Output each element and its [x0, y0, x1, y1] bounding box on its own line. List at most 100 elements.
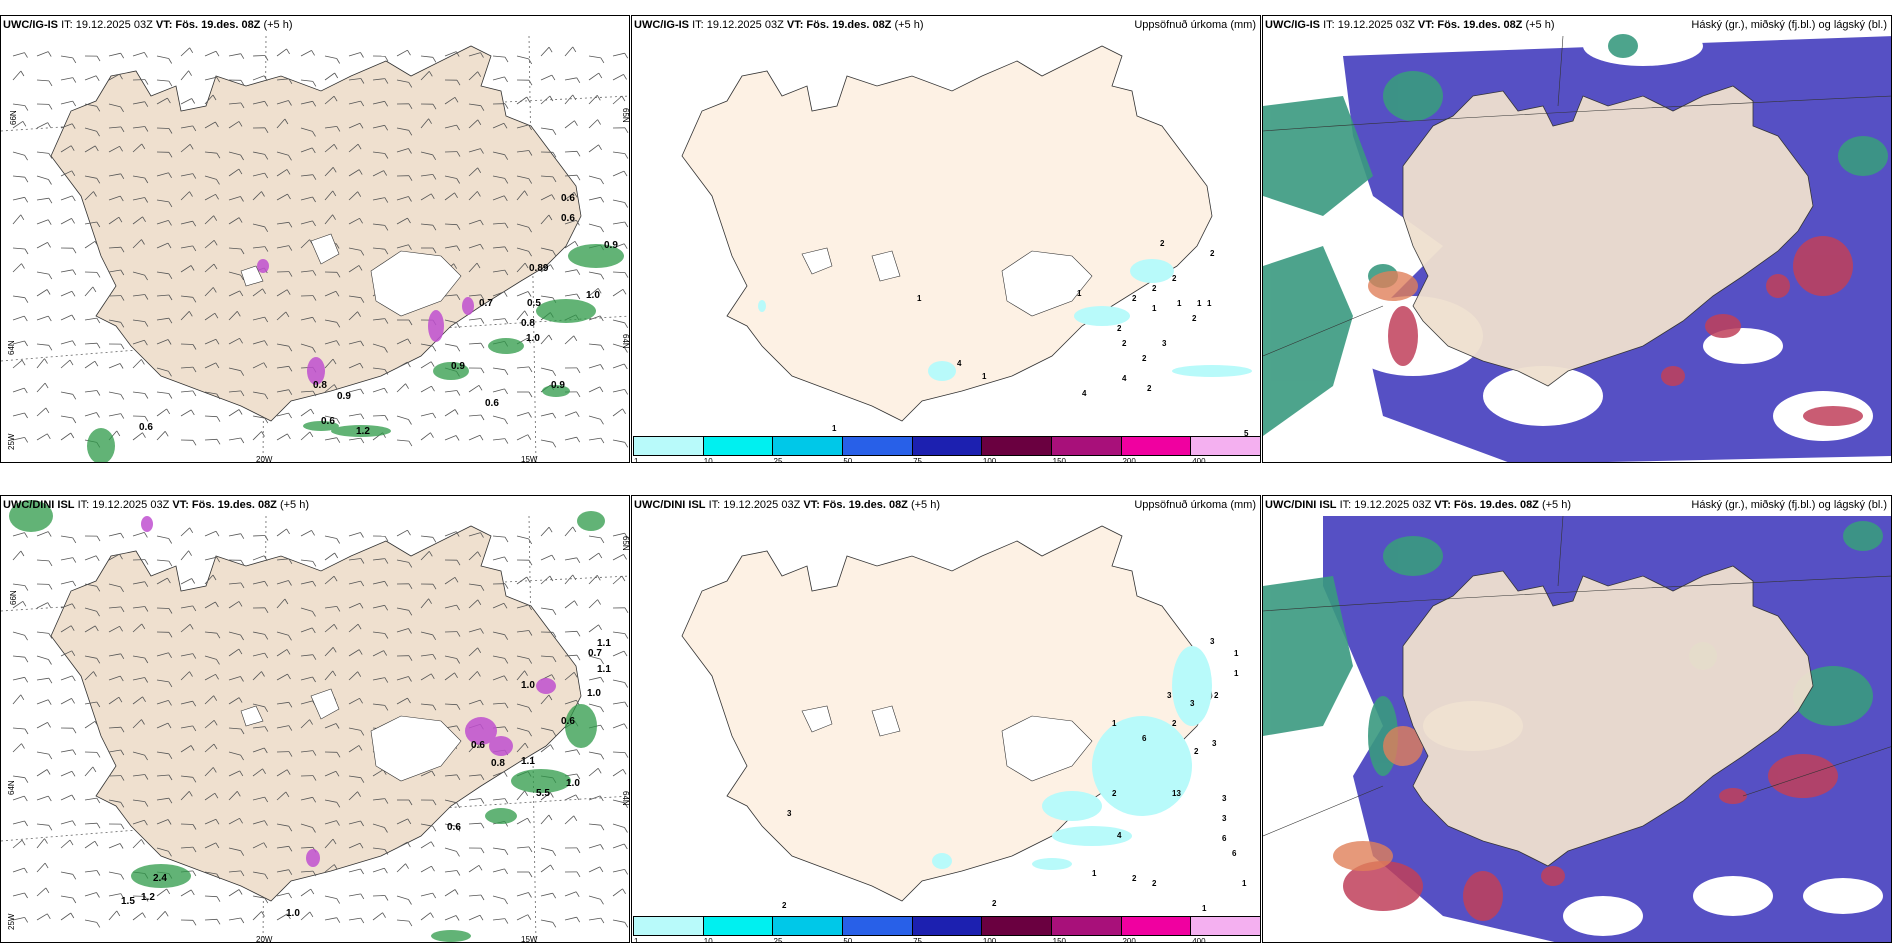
wind-barb — [588, 552, 600, 561]
wind-barb — [396, 818, 408, 825]
wind-barb-flag — [72, 417, 77, 424]
wind-barb — [396, 895, 409, 900]
wind-barb-flag — [623, 170, 628, 177]
wind-barb-flag — [285, 311, 290, 318]
wind-barbs — [12, 526, 629, 928]
wind-barb — [492, 269, 505, 273]
wind-barb — [564, 436, 577, 441]
wind-barb — [348, 388, 361, 393]
wind-barb — [36, 838, 45, 849]
wind-barb-flag — [288, 222, 293, 228]
wind-barb-flag — [504, 388, 508, 395]
wind-barb-flag — [264, 652, 269, 659]
wind-barb — [348, 100, 361, 105]
wind-barb-flag — [456, 224, 461, 230]
wind-barb — [516, 262, 526, 273]
svg-text:25W: 25W — [7, 433, 16, 450]
wind-barb-flag — [312, 561, 317, 567]
wind-barb — [228, 727, 242, 730]
wind-barb-flag — [358, 745, 363, 751]
wind-label: 0.6 — [561, 213, 575, 224]
wind-barb — [36, 862, 46, 873]
wind-barb — [204, 121, 216, 129]
wind-barb-flag — [360, 777, 365, 783]
wind-barb — [348, 602, 361, 609]
wind-barb-flag — [120, 802, 125, 808]
wind-barb — [132, 319, 145, 322]
wind-barb-flag — [504, 318, 509, 324]
wind-barb-flag — [168, 393, 173, 399]
wind-barb-flag — [455, 435, 460, 441]
wind-barb-flag — [264, 154, 269, 160]
wind-barb — [444, 319, 457, 324]
wind-barb-flag — [144, 177, 149, 184]
wind-barb — [252, 362, 264, 369]
wind-barb-flag — [334, 72, 339, 79]
wind-barb-flag — [191, 578, 196, 584]
wind-barb-flag — [600, 824, 605, 831]
wind-barb — [348, 247, 361, 251]
wind-barb — [180, 846, 194, 849]
wind-barb — [588, 415, 601, 420]
wind-barb-flag — [360, 413, 365, 420]
wind-barb-flag — [524, 790, 529, 797]
wind-barb-flag — [263, 747, 268, 754]
wind-barb-flag — [624, 607, 629, 614]
svg-text:4: 4 — [1082, 389, 1087, 398]
wind-barb-flag — [312, 81, 317, 87]
wind-barb-flag — [432, 154, 437, 161]
wind-barb-flag — [598, 144, 602, 151]
wind-barb-flag — [624, 153, 629, 159]
wind-barb — [492, 122, 505, 129]
wind-barb-flag — [455, 531, 460, 537]
wind-barb — [228, 151, 241, 156]
wind-barb-flag — [71, 123, 76, 129]
wind-barb — [84, 583, 97, 587]
svg-text:6: 6 — [1142, 734, 1147, 743]
wind-barb-flag — [189, 47, 194, 54]
wind-barb — [60, 269, 73, 273]
wind-barb — [516, 291, 529, 297]
wind-barb-flag — [548, 814, 553, 821]
wind-barb — [468, 191, 478, 201]
wind-barb — [324, 384, 335, 393]
wind-barb — [612, 363, 625, 369]
wind-barb — [60, 123, 73, 129]
wind-barb — [252, 316, 265, 321]
precip-colorbar — [633, 436, 1260, 456]
svg-text:1.0: 1.0 — [587, 688, 601, 699]
wind-barb — [108, 675, 121, 681]
wind-barb-flag — [311, 147, 316, 154]
wind-barb — [612, 650, 625, 657]
wind-barb-flag — [48, 677, 53, 684]
svg-text:13: 13 — [1172, 789, 1181, 798]
wind-barb-flag — [311, 627, 316, 634]
wind-barb — [492, 702, 506, 705]
wind-barb-flag — [264, 316, 269, 323]
wind-barb-flag — [92, 286, 97, 293]
wind-barb — [564, 219, 577, 225]
wind-barb-flag — [597, 288, 602, 294]
wind-barb — [324, 770, 337, 777]
wind-barb-flag — [120, 295, 125, 301]
wind-barb — [516, 892, 529, 897]
wind-barb-flag — [549, 95, 554, 102]
wind-barb-flag — [47, 122, 52, 128]
wind-barb — [228, 121, 240, 129]
wind-barb — [300, 408, 312, 417]
wind-barb-flag — [456, 802, 461, 809]
wind-barb — [12, 550, 22, 561]
wind-barb — [132, 271, 145, 276]
wind-barb-flag — [288, 389, 293, 395]
map-panel-clouds-top: UWC/IG-IS IT: 19.12.2025 03Z VT: Fös. 19… — [1262, 15, 1892, 463]
wind-barb-flag — [288, 78, 293, 85]
wind-barb-flag — [480, 822, 485, 829]
wind-barb — [228, 437, 241, 441]
wind-barb — [516, 124, 529, 129]
wind-barb-flag — [524, 262, 529, 269]
wind-barb-flag — [120, 246, 125, 253]
svg-text:2: 2 — [1172, 719, 1177, 728]
svg-text:1: 1 — [1197, 299, 1202, 308]
wind-barb-flag — [312, 196, 316, 203]
wind-barb — [108, 173, 121, 177]
